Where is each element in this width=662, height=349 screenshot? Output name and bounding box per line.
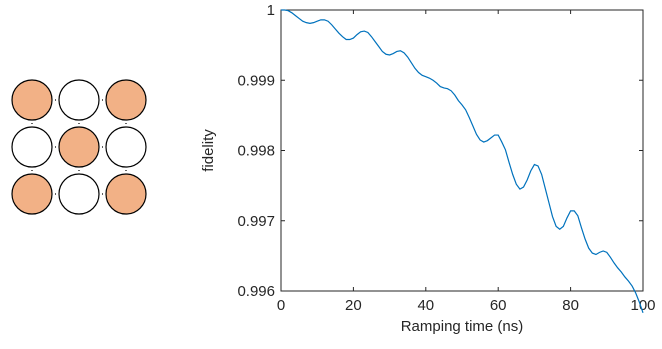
fidelity-chart: 0 20 40 60 80 100 0.996 0.997 0.998 0.999 1 Rampi… — [200, 2, 656, 335]
y-tick-label: 0.997 — [237, 213, 275, 230]
y-axis-ticks: 0.996 0.997 0.998 0.999 1 — [237, 2, 643, 300]
x-tick-label: 100 — [630, 297, 655, 314]
plot-area — [280, 9, 644, 292]
x-axis-label: Ramping time (ns) — [401, 318, 524, 335]
x-tick-label: 20 — [345, 297, 362, 314]
lattice-node-empty — [11, 126, 53, 168]
y-tick-label: 0.996 — [237, 283, 275, 300]
x-tick-label: 80 — [562, 297, 579, 314]
fidelity-line — [281, 9, 644, 313]
x-tick-label: 60 — [490, 297, 507, 314]
x-axis-ticks: 0 20 40 60 80 100 — [277, 10, 656, 314]
lattice-node-filled — [105, 173, 147, 215]
x-tick-label: 0 — [277, 297, 285, 314]
lattice-node-filled — [11, 79, 53, 121]
y-tick-label: 1 — [267, 2, 275, 19]
lattice-node-empty — [105, 126, 147, 168]
y-tick-label: 0.999 — [237, 72, 275, 89]
y-tick-label: 0.998 — [237, 143, 275, 160]
lattice-node-empty — [58, 79, 100, 121]
lattice-node-filled — [58, 126, 100, 168]
x-tick-label: 40 — [417, 297, 434, 314]
y-axis-label: fidelity — [200, 129, 217, 172]
lattice-node-filled — [105, 79, 147, 121]
lattice-node-empty — [58, 173, 100, 215]
lattice-node-filled — [11, 173, 53, 215]
qubit-lattice-diagram — [11, 79, 147, 215]
